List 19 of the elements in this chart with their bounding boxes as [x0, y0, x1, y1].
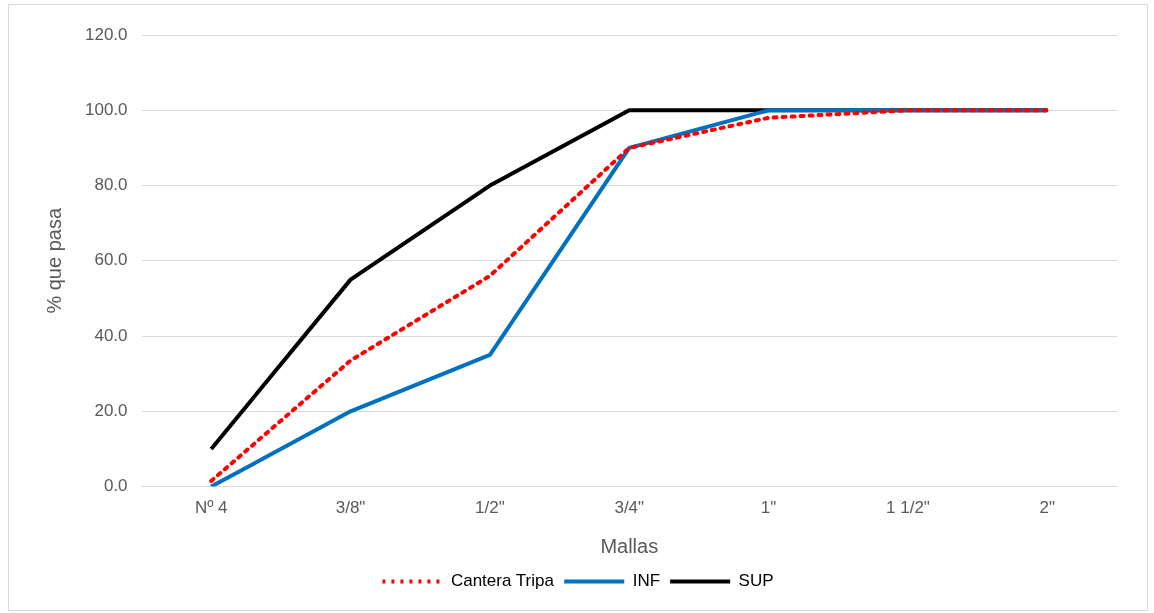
legend-label: Cantera Tripa: [450, 571, 555, 591]
y-tick-label: 60.0: [94, 250, 128, 270]
x-tick-label: 3/4": [614, 498, 645, 518]
y-tick-label: 120.0: [84, 24, 128, 44]
x-tick-label: Nº 4: [194, 498, 228, 518]
y-axis-title: % que pasa: [42, 207, 65, 314]
x-tick-label: 1/2": [475, 498, 505, 518]
x-tick-label: 2": [1039, 498, 1056, 518]
legend-label: INF: [632, 571, 661, 591]
y-tick-label: 0.0: [103, 476, 128, 496]
y-tick-label: 100.0: [84, 99, 128, 119]
x-tick-label: 3/8": [335, 498, 366, 518]
y-tick-label: 80.0: [94, 175, 128, 195]
y-tick-label: 40.0: [94, 325, 128, 345]
x-tick-label: 1 1/2": [886, 498, 930, 518]
x-axis-title: Mallas: [600, 534, 659, 557]
legend-label: SUP: [738, 571, 774, 591]
x-tick-label: 1": [760, 498, 777, 518]
y-tick-label: 20.0: [94, 401, 128, 421]
